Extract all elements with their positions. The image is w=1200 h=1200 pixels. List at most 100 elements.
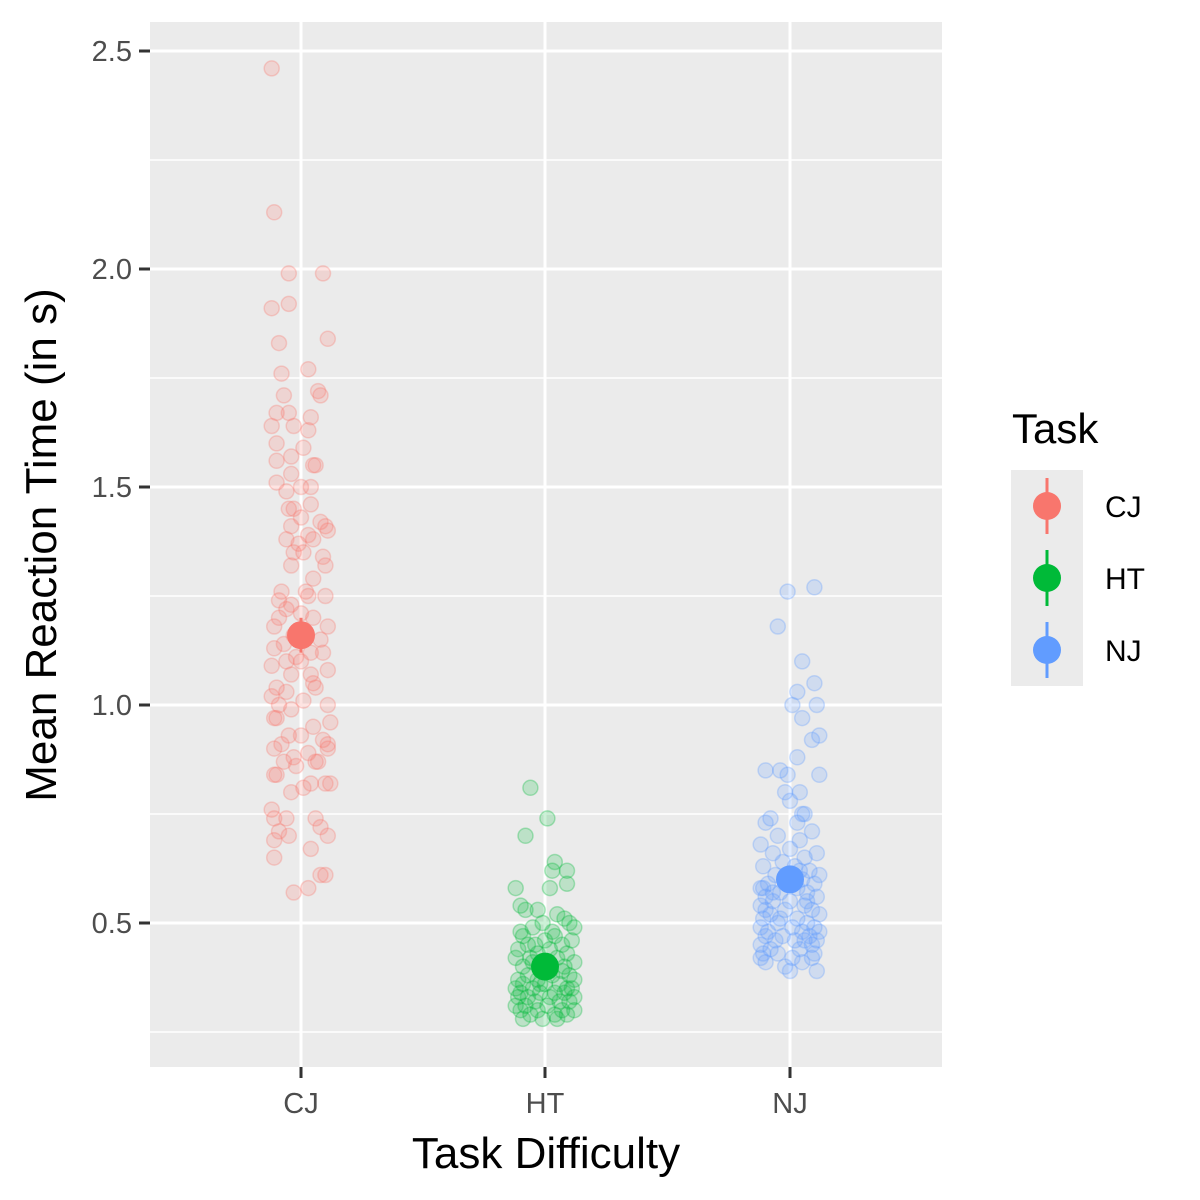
data-point-ht [563,980,581,997]
data-point-cj [280,295,298,313]
data-point-cj [319,735,337,753]
data-point-cj [314,548,332,566]
data-point-ht [548,1010,566,1028]
data-point-cj [304,674,322,692]
data-point-cj [300,526,317,544]
data-point-cj [295,439,312,457]
data-point-nj [784,949,801,967]
data-point-nj [754,879,772,897]
data-point-cj [282,557,300,574]
data-point-nj [786,932,804,949]
data-point-cj [265,204,283,221]
data-point-ht [529,1001,546,1019]
data-point-ht [558,980,576,997]
data-point-cj [300,879,317,897]
data-point-cj [304,718,322,736]
data-point-cj [319,661,337,679]
data-point-cj [273,583,290,600]
data-point-nj [811,906,828,923]
data-point-cj [312,866,329,884]
data-point-cj [317,775,334,792]
data-point-nj [774,927,791,945]
data-point-cj [268,709,285,727]
data-point-ht [524,919,542,936]
data-point-cj [292,478,310,496]
data-point-cj [273,735,290,753]
data-point-nj [803,901,821,919]
data-point-nj [798,892,816,910]
y-tick-label: 2.0 [92,254,132,286]
data-point-cj [302,496,320,513]
data-point-nj [798,884,816,901]
data-point-nj [796,932,813,949]
data-point-nj [806,674,823,692]
data-point-cj [285,884,302,901]
data-point-cj [292,653,310,670]
data-point-nj [752,936,769,954]
data-point-ht [526,993,544,1010]
data-point-ht [563,932,581,949]
data-point-cj [270,696,288,714]
mean-markers [287,617,804,981]
data-point-cj [263,688,280,705]
data-point-nj [764,884,782,901]
data-point-ht [558,1006,576,1023]
data-point-nj [806,919,823,936]
data-point-cj [278,600,295,618]
data-point-nj [784,696,801,714]
data-point-nj [752,919,769,936]
data-point-nj [771,762,789,779]
data-point-nj [808,844,826,862]
data-point-nj [759,923,777,940]
data-point-cj [265,810,283,827]
data-point-nj [803,823,821,840]
data-point-cj [319,522,337,539]
data-point-cj [280,727,298,744]
data-point-nj [781,962,799,980]
data-point-cj [307,456,324,474]
data-point-ht [517,997,534,1015]
y-tick-label: 0.5 [92,908,132,940]
data-point-cj [309,753,327,770]
data-point-cj [292,509,310,526]
data-point-nj [808,696,826,714]
data-point-cj [302,478,320,496]
data-point-cj [302,666,320,683]
data-point-cj [268,435,285,452]
data-point-nj [769,945,787,962]
data-point-cj [307,679,324,696]
data-point-nj [781,892,799,910]
x-tick-label: HT [526,1088,565,1120]
data-point-cj [280,500,298,518]
data-point-cj [319,618,337,635]
data-point-cj [314,265,332,282]
data-point-cj [285,500,302,518]
data-point-ht [546,984,564,1002]
data-point-cj [270,823,288,840]
data-point-ht [512,897,529,914]
data-point-nj [791,831,809,849]
legend-title: Task [1012,405,1099,452]
data-point-cj [322,775,339,792]
x-tick-label: CJ [283,1088,318,1120]
data-point-cj [319,740,337,757]
data-point-ht [546,1006,564,1023]
data-point-nj [793,923,811,940]
data-point-cj [278,653,295,670]
data-point-cj [317,587,334,605]
data-point-cj [319,696,337,714]
data-point-nj [752,879,769,897]
data-point-nj [801,927,818,945]
data-point-nj [781,840,799,858]
data-point-cj [312,387,329,404]
data-point-ht [507,980,524,997]
data-point-nj [801,862,818,879]
data-point-nj [793,953,811,971]
data-point-ht [553,936,571,954]
data-point-ht [514,975,532,993]
data-point-nj [752,897,769,914]
data-point-nj [803,936,821,954]
legend-label: CJ [1105,491,1142,524]
data-point-cj [278,531,295,548]
